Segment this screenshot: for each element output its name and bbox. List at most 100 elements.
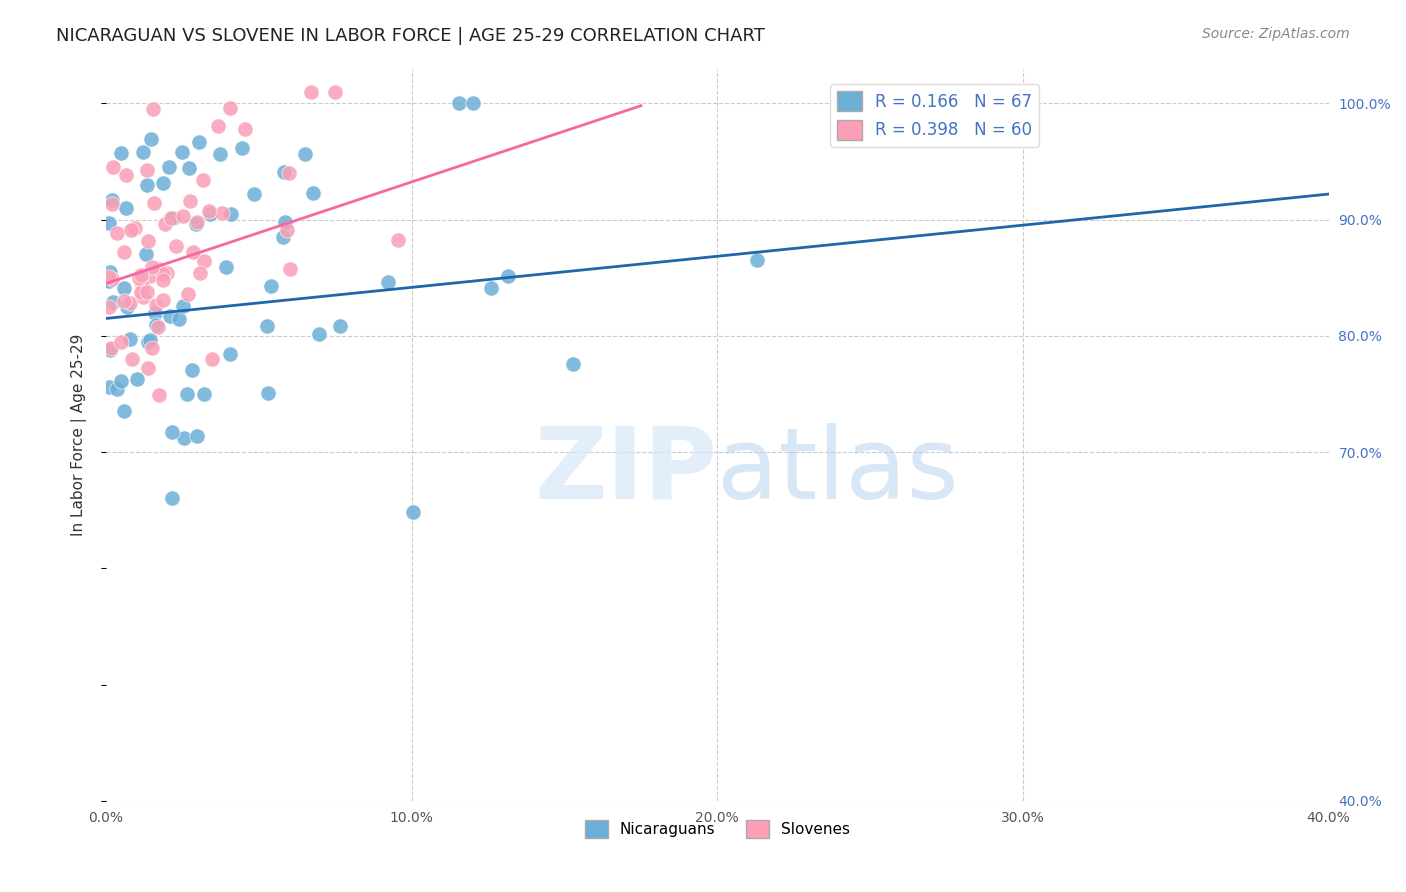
Point xyxy=(172,210,194,224)
Point xyxy=(112,244,135,259)
Point xyxy=(157,161,180,175)
Point xyxy=(308,326,330,341)
Point xyxy=(218,347,240,361)
Point xyxy=(256,318,278,333)
Point xyxy=(160,211,183,226)
Point xyxy=(447,96,470,111)
Point xyxy=(461,96,484,111)
Point xyxy=(112,281,135,295)
Point xyxy=(145,318,167,333)
Point xyxy=(172,299,194,313)
Point xyxy=(256,386,278,401)
Point xyxy=(120,223,142,237)
Point xyxy=(176,387,198,401)
Point xyxy=(138,360,160,375)
Point xyxy=(100,342,122,356)
Point xyxy=(221,207,243,221)
Point xyxy=(98,216,121,230)
Point xyxy=(141,260,163,274)
Point xyxy=(110,334,132,349)
Point xyxy=(271,229,294,244)
Point xyxy=(98,301,121,315)
Point xyxy=(139,269,162,284)
Point xyxy=(105,382,128,396)
Point xyxy=(302,186,325,200)
Point xyxy=(231,141,253,155)
Point xyxy=(278,261,301,276)
Point xyxy=(186,428,208,442)
Point xyxy=(146,320,169,334)
Point xyxy=(118,332,141,346)
Point xyxy=(152,273,174,287)
Point xyxy=(323,85,346,99)
Point xyxy=(131,277,153,292)
Point xyxy=(177,161,200,176)
Point xyxy=(156,266,179,280)
Point xyxy=(101,194,124,208)
Point xyxy=(747,252,769,267)
Point xyxy=(177,287,200,301)
Point xyxy=(198,207,221,221)
Point xyxy=(152,293,174,307)
Text: NICARAGUAN VS SLOVENE IN LABOR FORCE | AGE 25-29 CORRELATION CHART: NICARAGUAN VS SLOVENE IN LABOR FORCE | A… xyxy=(56,27,765,45)
Point xyxy=(136,234,159,248)
Point xyxy=(98,274,121,288)
Point xyxy=(273,215,295,229)
Point xyxy=(101,295,124,310)
Point xyxy=(138,333,160,347)
Point xyxy=(159,309,181,323)
Point xyxy=(105,226,128,240)
Point xyxy=(479,281,502,295)
Point xyxy=(145,298,167,312)
Point xyxy=(562,357,585,371)
Point xyxy=(299,85,322,99)
Point xyxy=(101,272,124,286)
Point xyxy=(118,295,141,310)
Point xyxy=(124,221,146,235)
Point xyxy=(207,120,229,134)
Point xyxy=(496,269,519,284)
Point xyxy=(191,172,214,186)
Point xyxy=(98,343,121,358)
Point xyxy=(152,267,174,281)
Point xyxy=(201,351,224,366)
Point xyxy=(131,290,153,304)
Text: ZIP: ZIP xyxy=(534,423,717,520)
Point xyxy=(402,505,425,519)
Point xyxy=(193,386,215,401)
Point xyxy=(181,363,204,377)
Point xyxy=(110,145,132,160)
Point xyxy=(115,168,138,182)
Point xyxy=(148,261,170,276)
Point xyxy=(173,431,195,445)
Text: atlas: atlas xyxy=(717,423,959,520)
Point xyxy=(125,372,148,386)
Point xyxy=(186,215,208,229)
Point xyxy=(278,166,301,180)
Point xyxy=(162,425,184,440)
Point xyxy=(136,162,159,177)
Point xyxy=(143,195,166,210)
Y-axis label: In Labor Force | Age 25-29: In Labor Force | Age 25-29 xyxy=(72,334,87,536)
Text: Source: ZipAtlas.com: Source: ZipAtlas.com xyxy=(1202,27,1350,41)
Point xyxy=(136,334,159,349)
Point xyxy=(276,223,298,237)
Point xyxy=(193,253,215,268)
Point xyxy=(219,101,242,115)
Point xyxy=(98,380,121,394)
Point xyxy=(260,279,283,293)
Point xyxy=(188,135,211,149)
Point xyxy=(387,233,409,247)
Legend: Nicaraguans, Slovenes: Nicaraguans, Slovenes xyxy=(578,814,856,845)
Point xyxy=(135,247,157,261)
Point xyxy=(135,285,157,300)
Point xyxy=(273,165,295,179)
Point xyxy=(148,387,170,401)
Point xyxy=(112,293,135,308)
Point xyxy=(243,187,266,202)
Point xyxy=(233,121,256,136)
Point xyxy=(132,145,155,159)
Point xyxy=(160,491,183,505)
Point xyxy=(141,341,163,355)
Point xyxy=(181,245,204,260)
